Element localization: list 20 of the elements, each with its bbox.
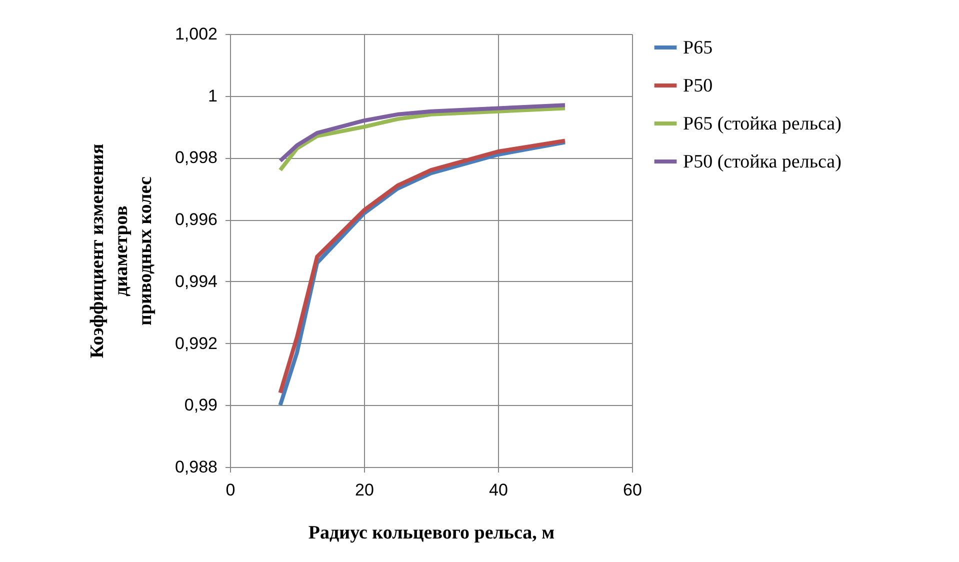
- x-axis-title: Радиус кольцевого рельса, м: [308, 522, 555, 544]
- y-tick-label: 0,998: [174, 148, 218, 168]
- legend-label: P50 (стойка рельса): [683, 152, 842, 172]
- y-tick-label: 0,996: [174, 210, 218, 230]
- y-tick-label: 0,994: [174, 272, 218, 291]
- y-tick-label: 0,99: [184, 396, 218, 415]
- legend-label: P65: [683, 38, 713, 58]
- x-tick-label: 40: [489, 480, 508, 500]
- x-tick-label: 20: [355, 480, 374, 500]
- legend-label: P50: [683, 76, 713, 96]
- x-tick-label: 60: [623, 480, 642, 500]
- line-series: [278, 106, 567, 172]
- y-tick-label: 0,992: [174, 334, 218, 353]
- y-tick-label: 0,988: [174, 458, 218, 476]
- y-axis-title: Коэффициент изменения диаметров приводных колес: [86, 144, 156, 358]
- legend-label: P65 (стойка рельса): [683, 114, 842, 134]
- y-tick-label: 1: [208, 86, 218, 106]
- y-tick-label: 1,002: [174, 24, 218, 44]
- x-tick-label: 0: [226, 480, 236, 500]
- line-series: [278, 103, 567, 163]
